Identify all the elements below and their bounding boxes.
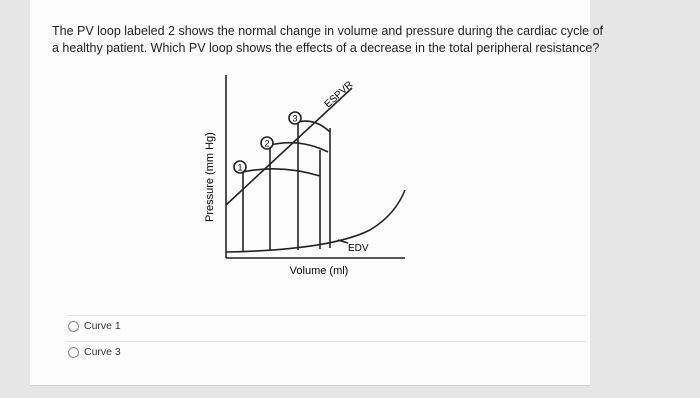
loop-label: 2 xyxy=(264,139,269,149)
radio[interactable] xyxy=(68,347,79,358)
espvr-label: ESPVR xyxy=(323,79,356,110)
option-label: Curve 1 xyxy=(84,320,121,332)
pv-diagram: 1 2 3 ESPVR EDV Pressure (mm Hg) Volume … xyxy=(204,75,406,277)
question-text: a healthy patient. Which PV loop shows t… xyxy=(52,41,600,55)
loop-label: 1 xyxy=(237,163,242,173)
question-card: The PV loop labeled 2 shows the normal c… xyxy=(30,0,603,386)
answer-option[interactable]: Curve 3 xyxy=(66,341,586,366)
question-text: The PV loop labeled 2 shows the normal c… xyxy=(52,24,604,38)
edv-label: EDV xyxy=(348,243,369,254)
y-axis-label: Pressure (mm Hg) xyxy=(204,132,216,222)
loop-label: 3 xyxy=(292,114,297,124)
x-axis-label: Volume (ml) xyxy=(290,265,349,277)
radio[interactable] xyxy=(68,321,79,332)
option-label: Curve 3 xyxy=(84,346,121,358)
answer-option[interactable]: Curve 1 xyxy=(66,315,586,340)
